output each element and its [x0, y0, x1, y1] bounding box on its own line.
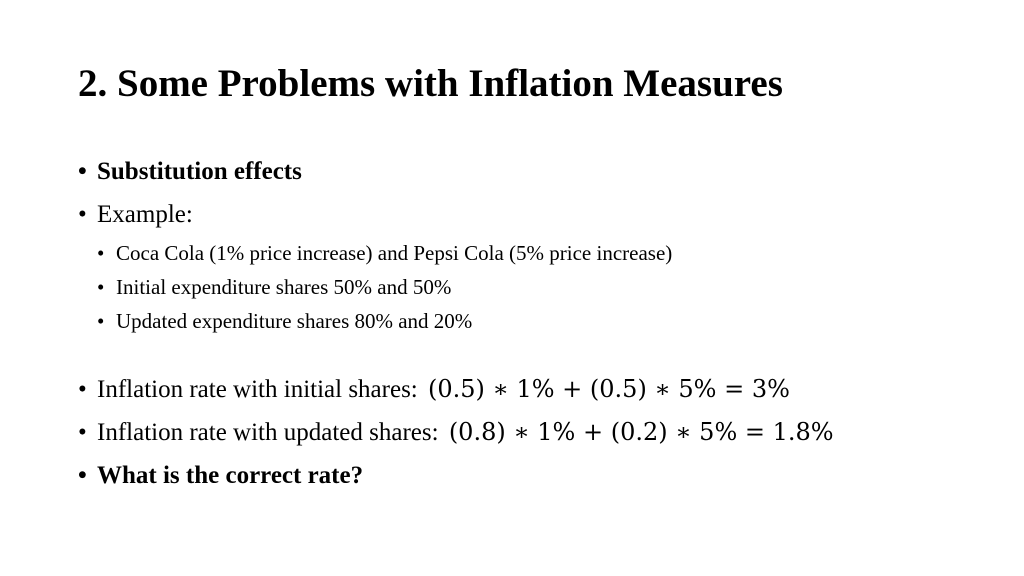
sub-bullet-price-increases: Coca Cola (1% price increase) and Pepsi … [97, 236, 998, 270]
example-sublist: Coca Cola (1% price increase) and Pepsi … [78, 236, 998, 338]
sub-bullet-updated-shares: Updated expenditure shares 80% and 20% [97, 304, 998, 338]
initial-rate-label: Inflation rate with initial shares: [97, 376, 418, 403]
bullet-substitution-effects: Substitution effects [78, 150, 998, 193]
example-label: Example: [97, 201, 193, 228]
bullet-correct-rate-question: What is the correct rate? [78, 454, 998, 497]
bullet-list: Substitution effects Example: Coca Cola … [78, 150, 998, 497]
bullet-updated-rate: Inflation rate with updated shares: (0.8… [78, 411, 998, 454]
example-sublist-container: Coca Cola (1% price increase) and Pepsi … [78, 236, 998, 338]
slide-title: 2. Some Problems with Inflation Measures [78, 62, 783, 105]
updated-rate-formula: (0.8) ∗ 1% + (0.2) ∗ 5% = 1.8% [448, 418, 834, 446]
initial-rate-formula: (0.5) ∗ 1% + (0.5) ∗ 5% = 3% [428, 375, 790, 403]
sub-bullet-initial-shares: Initial expenditure shares 50% and 50% [97, 270, 998, 304]
bullet-initial-rate: Inflation rate with initial shares: (0.5… [78, 368, 998, 411]
bullet-example: Example: [78, 193, 998, 236]
updated-rate-label: Inflation rate with updated shares: [97, 419, 439, 446]
